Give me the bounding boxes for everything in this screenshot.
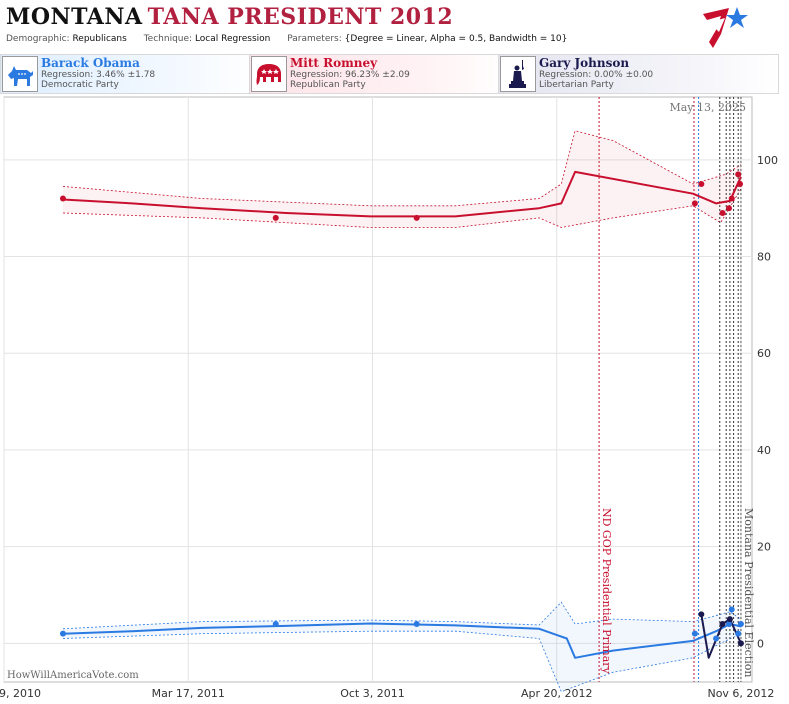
demographic-value: Republicans bbox=[72, 34, 127, 44]
x-tick-label: Oct 3, 2011 bbox=[340, 687, 405, 700]
candidate-regression: Regression: 3.46% ±1.78 bbox=[41, 70, 156, 80]
technique-label: Technique: bbox=[143, 34, 193, 44]
site-logo-icon bbox=[703, 7, 748, 48]
elephant-icon bbox=[251, 56, 287, 92]
data-point bbox=[737, 620, 744, 627]
data-point bbox=[725, 620, 732, 627]
candidate-card-romney[interactable]: Mitt Romney Regression: 96.23% ±2.09 Rep… bbox=[249, 54, 511, 94]
data-point bbox=[719, 620, 726, 627]
candidate-party: Democratic Party bbox=[41, 80, 119, 90]
data-point bbox=[735, 630, 742, 637]
donkey-icon bbox=[2, 56, 38, 92]
annotation-label: Montana Presidential Election bbox=[742, 508, 755, 677]
candidate-party: Libertarian Party bbox=[539, 80, 614, 90]
parameters-value: {Degree = Linear, Alpha = 0.5, Bandwidth… bbox=[344, 34, 568, 44]
confidence-lower bbox=[62, 630, 742, 693]
statue-of-liberty-icon bbox=[500, 56, 536, 92]
technique-value: Local Regression bbox=[194, 34, 271, 44]
x-tick-label: Apr 20, 2012 bbox=[521, 687, 593, 700]
candidate-legend: Barack Obama Regression: 3.46% ±1.78 Dem… bbox=[0, 54, 789, 94]
data-point bbox=[698, 611, 705, 618]
series-line bbox=[62, 622, 742, 659]
y-tick-label: 100 bbox=[757, 154, 778, 167]
candidate-card-obama[interactable]: Barack Obama Regression: 3.46% ±1.78 Dem… bbox=[0, 54, 260, 94]
data-point bbox=[719, 210, 726, 217]
series-line bbox=[62, 170, 742, 218]
data-point bbox=[725, 205, 732, 212]
data-point bbox=[737, 640, 744, 647]
candidate-name: Mitt Romney bbox=[290, 56, 378, 70]
demographic-label: Demographic: bbox=[6, 34, 70, 44]
data-point bbox=[413, 214, 420, 221]
confidence-upper bbox=[62, 601, 742, 630]
chart-date-label: May 13, 2025 bbox=[669, 101, 746, 114]
title-race: TANA PRESIDENT 2012 bbox=[147, 4, 454, 30]
x-tick-label: Aug 29, 2010 bbox=[0, 687, 41, 700]
y-tick-label: 40 bbox=[757, 444, 771, 457]
plot-area bbox=[3, 96, 753, 683]
title-state: MONTANA bbox=[6, 4, 143, 30]
data-point bbox=[691, 630, 698, 637]
data-point bbox=[735, 171, 742, 178]
data-point bbox=[59, 630, 66, 637]
confidence-upper bbox=[62, 130, 742, 207]
y-tick-label: 20 bbox=[757, 541, 771, 554]
watermark-text: HowWillAmericaVote.com bbox=[7, 670, 139, 681]
data-point bbox=[726, 616, 733, 623]
data-point bbox=[413, 620, 420, 627]
y-tick-label: 80 bbox=[757, 251, 771, 264]
data-point bbox=[59, 195, 66, 202]
x-tick-label: Nov 6, 2012 bbox=[707, 687, 774, 700]
parameters-label: Parameters: bbox=[287, 34, 342, 44]
y-tick-label: 0 bbox=[757, 637, 764, 650]
data-point bbox=[728, 606, 735, 613]
data-point bbox=[728, 195, 735, 202]
candidate-card-johnson[interactable]: Gary Johnson Regression: 0.00% ±0.00 Lib… bbox=[498, 54, 779, 94]
data-point bbox=[272, 620, 279, 627]
candidate-name: Barack Obama bbox=[41, 56, 140, 70]
data-point bbox=[737, 181, 744, 188]
candidate-regression: Regression: 0.00% ±0.00 bbox=[539, 70, 654, 80]
confidence-band bbox=[63, 602, 741, 692]
chart-parameters: Demographic: Republicans Technique: Loca… bbox=[6, 34, 581, 44]
candidate-party: Republican Party bbox=[290, 80, 366, 90]
data-point bbox=[698, 181, 705, 188]
data-point bbox=[691, 200, 698, 207]
candidate-name: Gary Johnson bbox=[539, 56, 630, 70]
data-point bbox=[272, 214, 279, 221]
candidate-regression: Regression: 96.23% ±2.09 bbox=[290, 70, 410, 80]
confidence-lower bbox=[62, 188, 742, 228]
data-point bbox=[713, 635, 720, 642]
y-tick-label: 60 bbox=[757, 347, 771, 360]
chart-title: MONTANA TANA PRESIDENT 2012 bbox=[6, 4, 453, 34]
x-tick-label: Mar 17, 2011 bbox=[152, 687, 225, 700]
annotation-label: ND GOP Presidential Primary bbox=[600, 508, 613, 675]
confidence-band bbox=[63, 130, 741, 228]
